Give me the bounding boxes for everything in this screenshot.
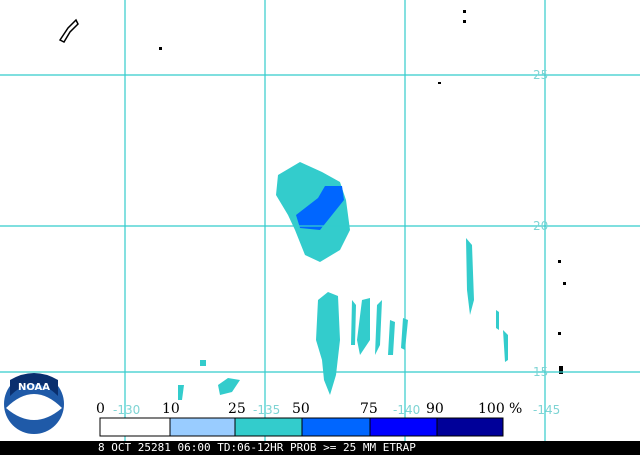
precip-area — [296, 186, 344, 230]
legend-swatch — [369, 417, 438, 437]
logo-text: NOAA — [18, 382, 50, 393]
island — [58, 18, 79, 43]
legend-swatch — [301, 417, 371, 437]
longitude-label: -130 — [113, 403, 140, 417]
island — [463, 20, 466, 23]
precip-area — [466, 238, 508, 362]
legend-label: 50 — [292, 401, 310, 417]
longitude-label: -135 — [253, 403, 280, 417]
legend-label: 25 — [228, 401, 246, 417]
legend-label: 90 — [426, 401, 444, 417]
legend-unit: % — [509, 401, 522, 417]
longitude-label: -140 — [393, 403, 420, 417]
logo-bird — [10, 373, 58, 396]
island — [159, 47, 162, 50]
latitude-label: 25 — [533, 68, 548, 82]
legend-swatch — [169, 417, 236, 437]
graticule-labels: 25 20 15 -130 -135 -140 -145 — [113, 68, 560, 417]
footer-bar — [0, 441, 640, 455]
legend-swatch — [436, 417, 504, 437]
logo-wave — [6, 394, 62, 420]
precip-area — [316, 292, 340, 395]
legend-label: 10 — [162, 401, 180, 417]
precip-area — [178, 360, 240, 400]
island — [463, 10, 466, 13]
legend-label: 0 — [96, 401, 105, 417]
longitude-label: -145 — [533, 403, 560, 417]
island — [559, 366, 563, 374]
legend-label: 100 — [478, 401, 505, 417]
graticule — [0, 0, 640, 441]
precip-areas — [178, 162, 508, 400]
latitude-label: 15 — [533, 365, 548, 379]
island — [558, 260, 561, 263]
noaa-logo: NOAA — [4, 373, 64, 434]
footer-text: 8 OCT 25281 06:00 TD:06-12HR PROB >= 25 … — [98, 441, 416, 454]
precip-area — [351, 298, 408, 355]
island — [438, 82, 441, 84]
legend-swatch — [234, 417, 303, 437]
latitude-label: 20 — [533, 219, 548, 233]
island — [558, 332, 561, 335]
island — [563, 282, 566, 285]
legend: 0 10 25 50 75 90 100% — [96, 401, 522, 437]
legend-swatch — [99, 417, 171, 437]
islands — [58, 10, 566, 374]
legend-label: 75 — [360, 401, 378, 417]
